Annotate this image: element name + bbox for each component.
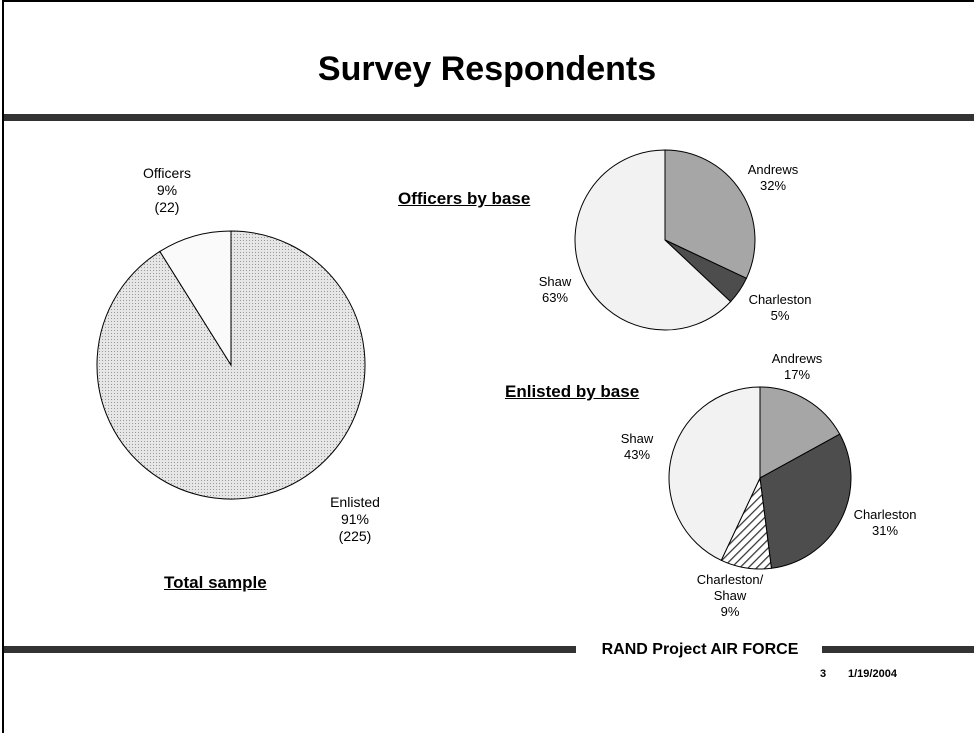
pie-slice-charleston — [759, 433, 852, 569]
chart-title-enlisted-by-base: Enlisted by base — [505, 382, 640, 401]
slide-frame-top — [2, 0, 974, 2]
slice-label-enlisted: Enlisted 91% (225) — [310, 494, 400, 545]
slice-name: Officers — [143, 165, 191, 181]
slice-name: Charleston — [748, 292, 812, 307]
slice-name-line-2: Shaw — [713, 588, 747, 603]
pie-total-sample — [96, 230, 366, 500]
slice-label-enlisted-charleston: Charleston 31% — [840, 507, 930, 539]
slice-percent: 43% — [623, 447, 651, 462]
slice-name: Andrews — [771, 351, 823, 366]
slice-name-line-1: Charleston/ — [696, 572, 764, 587]
slice-label-enlisted-andrews: Andrews 17% — [757, 351, 837, 383]
pie-officers-by-base — [574, 149, 756, 331]
slice-label-officers-shaw: Shaw 63% — [530, 274, 580, 306]
title-divider-bar — [4, 114, 974, 121]
footer-organization: RAND Project AIR FORCE — [601, 641, 799, 658]
slice-percent: 9% — [156, 182, 178, 198]
slice-name: Charleston — [853, 507, 917, 522]
slice-label-officers-andrews: Andrews 32% — [733, 162, 813, 194]
chart-title-total-sample: Total sample — [164, 573, 267, 592]
slice-name: Andrews — [747, 162, 799, 177]
slide-title: Survey Respondents — [317, 50, 657, 88]
slice-count: (225) — [338, 528, 372, 544]
slice-label-enlisted-charleston-shaw: Charleston/ Shaw 9% — [685, 572, 775, 620]
pie-slice-shaw — [668, 386, 761, 562]
slice-percent: 32% — [759, 178, 787, 193]
slice-percent: 91% — [340, 511, 370, 527]
chart-title-officers-by-base: Officers by base — [398, 189, 531, 208]
slice-percent: 63% — [541, 290, 569, 305]
footer-bar-left — [4, 646, 576, 653]
slice-percent: 9% — [720, 604, 740, 619]
pie-enlisted-by-base — [668, 386, 852, 570]
slice-label-officers-charleston: Charleston 5% — [740, 292, 820, 324]
pie-slice-andrews — [664, 149, 756, 279]
slice-percent: 31% — [871, 523, 899, 538]
slide-frame-left — [2, 0, 4, 733]
pie-slice-officers — [159, 230, 232, 367]
slice-name: Shaw — [538, 274, 572, 289]
slice-count: (22) — [154, 199, 180, 215]
slice-label-enlisted-shaw: Shaw 43% — [612, 431, 662, 463]
pie-slice-shaw — [574, 149, 732, 331]
slice-percent: 5% — [770, 308, 790, 323]
pie-slice-andrews — [759, 386, 841, 479]
slice-name: Enlisted — [330, 494, 380, 510]
slice-name: Shaw — [620, 431, 654, 446]
slice-percent: 17% — [783, 367, 811, 382]
slice-label-officers: Officers 9% (22) — [122, 165, 212, 216]
slide-date: 1/19/2004 — [848, 668, 897, 680]
page-number: 3 — [820, 668, 827, 680]
footer-bar-right — [822, 646, 974, 653]
